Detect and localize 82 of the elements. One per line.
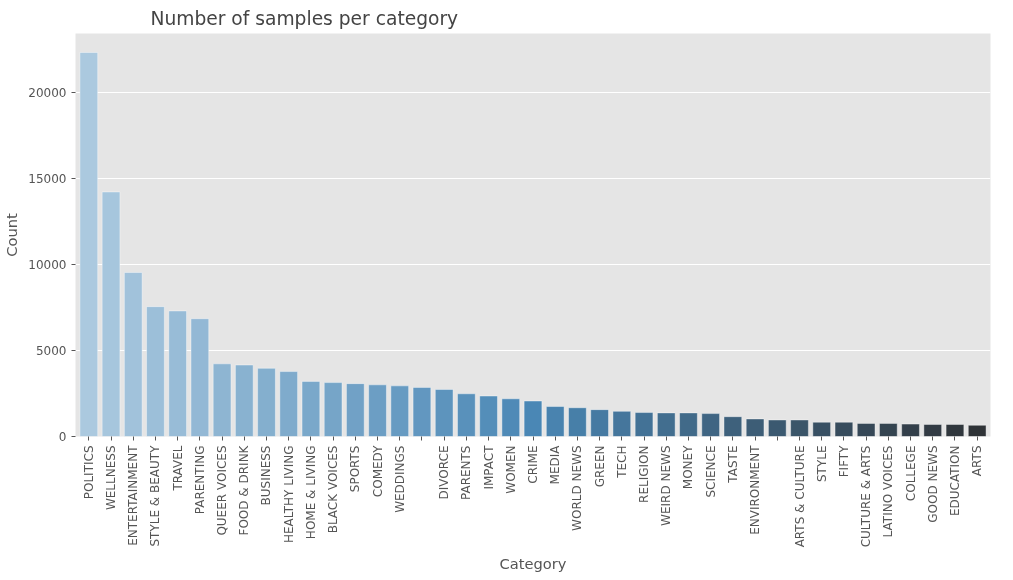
y-tick-label: 15000	[28, 171, 67, 186]
x-tick-label: SPORTS	[348, 445, 363, 493]
x-tick-label: ARTS & CULTURE	[792, 445, 807, 548]
x-tick-label: TASTE	[725, 445, 740, 484]
bar	[812, 421, 832, 437]
x-tick-label: WOMEN	[503, 445, 518, 494]
x-tick-label: STYLE	[814, 445, 829, 483]
x-tick-label: POLITICS	[81, 445, 96, 500]
x-tick-label: ARTS	[970, 445, 985, 477]
x-tick-label: BLACK VOICES	[326, 445, 341, 534]
x-tick-label: GREEN	[592, 445, 607, 488]
x-tick-label: HOME & LIVING	[303, 445, 318, 540]
bar	[790, 419, 809, 437]
bar	[945, 423, 965, 437]
bar	[612, 410, 632, 437]
x-tick-label: COLLEGE	[903, 445, 918, 502]
bar	[901, 423, 920, 437]
x-tick-label: RELIGION	[637, 445, 652, 503]
bar	[745, 418, 765, 437]
bar	[967, 424, 987, 437]
x-tick-label: ENTERTAINMENT	[126, 444, 141, 546]
bar	[456, 393, 476, 437]
x-axis-title: Category	[499, 555, 567, 573]
bar	[390, 385, 410, 437]
bar	[878, 422, 898, 437]
x-tick-label: TECH	[614, 445, 629, 479]
bar	[923, 423, 943, 437]
bar	[856, 422, 876, 437]
x-tick-label: PARENTING	[192, 445, 207, 515]
bar	[545, 406, 565, 437]
bar	[767, 419, 787, 437]
y-tick-label: 20000	[28, 85, 67, 100]
x-tick-label: HEALTHY LIVING	[281, 445, 296, 544]
x-tick-label: ENVIRONMENT	[748, 444, 763, 535]
x-tick-label: FOOD & DRINK	[237, 444, 252, 536]
bar	[323, 382, 343, 437]
x-tick-label: DIVORCE	[437, 445, 452, 500]
y-tick-label: 0	[58, 430, 67, 444]
bar	[568, 407, 587, 437]
x-tick-label: COMEDY	[370, 444, 385, 498]
x-tick-label: CRIME	[526, 445, 540, 484]
bar	[501, 398, 521, 437]
x-tick-label: FIFTY	[836, 444, 851, 478]
x-tick-label: TRAVEL	[170, 445, 185, 492]
bar	[434, 388, 454, 437]
x-tick-label: MEDIA	[548, 444, 563, 485]
x-tick-label: EDUCATION	[947, 445, 962, 517]
x-tick-label: LATINO VOICES	[881, 445, 896, 538]
x-tick-label: IMPACT	[481, 444, 496, 490]
bar	[834, 421, 854, 437]
bar	[301, 380, 321, 437]
bar	[234, 364, 254, 437]
x-tick-label: QUEER VOICES	[215, 445, 230, 536]
x-tick-label: PARENTS	[459, 445, 474, 501]
chart-title: Number of samples per category	[150, 7, 459, 29]
bar	[412, 386, 432, 437]
bar	[257, 367, 276, 437]
x-tick-label: WELLNESS	[104, 445, 119, 511]
x-tick-label: WORLD NEWS	[570, 445, 585, 531]
bar	[523, 400, 543, 437]
x-tick-label: WEIRD NEWS	[659, 445, 674, 526]
x-tick-label: MONEY	[681, 444, 696, 490]
x-tick-label: STYLE & BEAUTY	[148, 444, 163, 547]
bar	[634, 412, 654, 437]
x-tick-label: GOOD NEWS	[925, 445, 940, 523]
bar	[656, 412, 676, 437]
bar	[723, 416, 743, 437]
bar	[345, 383, 365, 437]
bar	[368, 384, 387, 437]
y-tick-label: 5000	[35, 343, 67, 358]
bar	[479, 395, 498, 437]
bar	[590, 409, 610, 437]
bar	[701, 413, 721, 437]
bar	[279, 371, 299, 437]
x-tick-label: BUSINESS	[259, 445, 274, 506]
y-axis-title: Count	[3, 212, 21, 257]
bar	[212, 363, 232, 437]
x-tick-label: WEDDINGS	[392, 445, 407, 513]
x-tick-label: SCIENCE	[703, 445, 718, 498]
y-tick-label: 10000	[28, 257, 67, 272]
x-tick-label: CULTURE & ARTS	[859, 445, 874, 548]
bar	[679, 412, 698, 437]
